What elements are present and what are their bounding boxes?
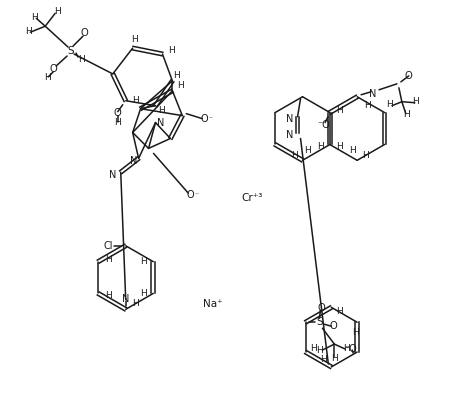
Text: H: H — [168, 46, 175, 54]
Text: H: H — [105, 291, 111, 300]
Text: H: H — [105, 255, 111, 264]
Text: H: H — [177, 81, 184, 91]
Text: O: O — [114, 108, 122, 118]
Text: H: H — [336, 307, 343, 316]
Text: H: H — [336, 106, 343, 115]
Text: N: N — [369, 89, 377, 99]
Text: H: H — [44, 73, 51, 83]
Text: ⁻O: ⁻O — [318, 119, 330, 129]
Text: N: N — [286, 129, 293, 140]
Text: H: H — [310, 344, 317, 352]
Text: H: H — [304, 146, 311, 155]
Text: H: H — [291, 151, 298, 160]
Text: S: S — [316, 317, 323, 327]
Text: H: H — [31, 13, 38, 22]
Text: H: H — [131, 35, 138, 44]
Text: H: H — [132, 96, 139, 105]
Text: N: N — [122, 295, 129, 304]
Text: O: O — [405, 71, 413, 81]
Text: N: N — [286, 114, 293, 124]
Text: O: O — [187, 190, 194, 200]
Text: Na⁺: Na⁺ — [203, 299, 223, 309]
Text: H: H — [173, 71, 180, 80]
Text: Cl: Cl — [103, 241, 113, 251]
Text: H: H — [140, 289, 146, 298]
Text: ⁻: ⁻ — [208, 114, 212, 123]
Text: H: H — [413, 97, 419, 106]
Text: H: H — [78, 54, 85, 64]
Text: H: H — [343, 344, 350, 352]
Text: H: H — [158, 106, 165, 115]
Text: ⁻: ⁻ — [194, 191, 198, 199]
Text: O: O — [329, 321, 337, 331]
Text: Cr⁺³: Cr⁺³ — [241, 193, 262, 203]
Text: S: S — [68, 46, 74, 56]
Text: H: H — [132, 299, 139, 308]
Text: H: H — [403, 110, 410, 119]
Text: H: H — [140, 257, 146, 266]
Text: H: H — [25, 27, 32, 36]
Text: H: H — [115, 118, 121, 127]
Text: H: H — [352, 328, 359, 337]
Text: H: H — [349, 146, 356, 155]
Text: N: N — [130, 156, 137, 166]
Text: H: H — [364, 101, 371, 110]
Text: H: H — [387, 100, 393, 109]
Text: ⁻O: ⁻O — [345, 344, 358, 354]
Text: O: O — [201, 114, 208, 124]
Text: H: H — [317, 142, 323, 151]
Text: H: H — [320, 354, 327, 364]
Text: O: O — [317, 303, 325, 313]
Text: O: O — [49, 64, 57, 74]
Text: H: H — [54, 7, 61, 16]
Text: O: O — [80, 28, 88, 38]
Text: H: H — [336, 142, 343, 151]
Text: N: N — [109, 170, 116, 180]
Text: H: H — [331, 354, 338, 362]
Text: N: N — [157, 118, 164, 127]
Text: H: H — [316, 346, 323, 354]
Text: H: H — [362, 151, 369, 160]
